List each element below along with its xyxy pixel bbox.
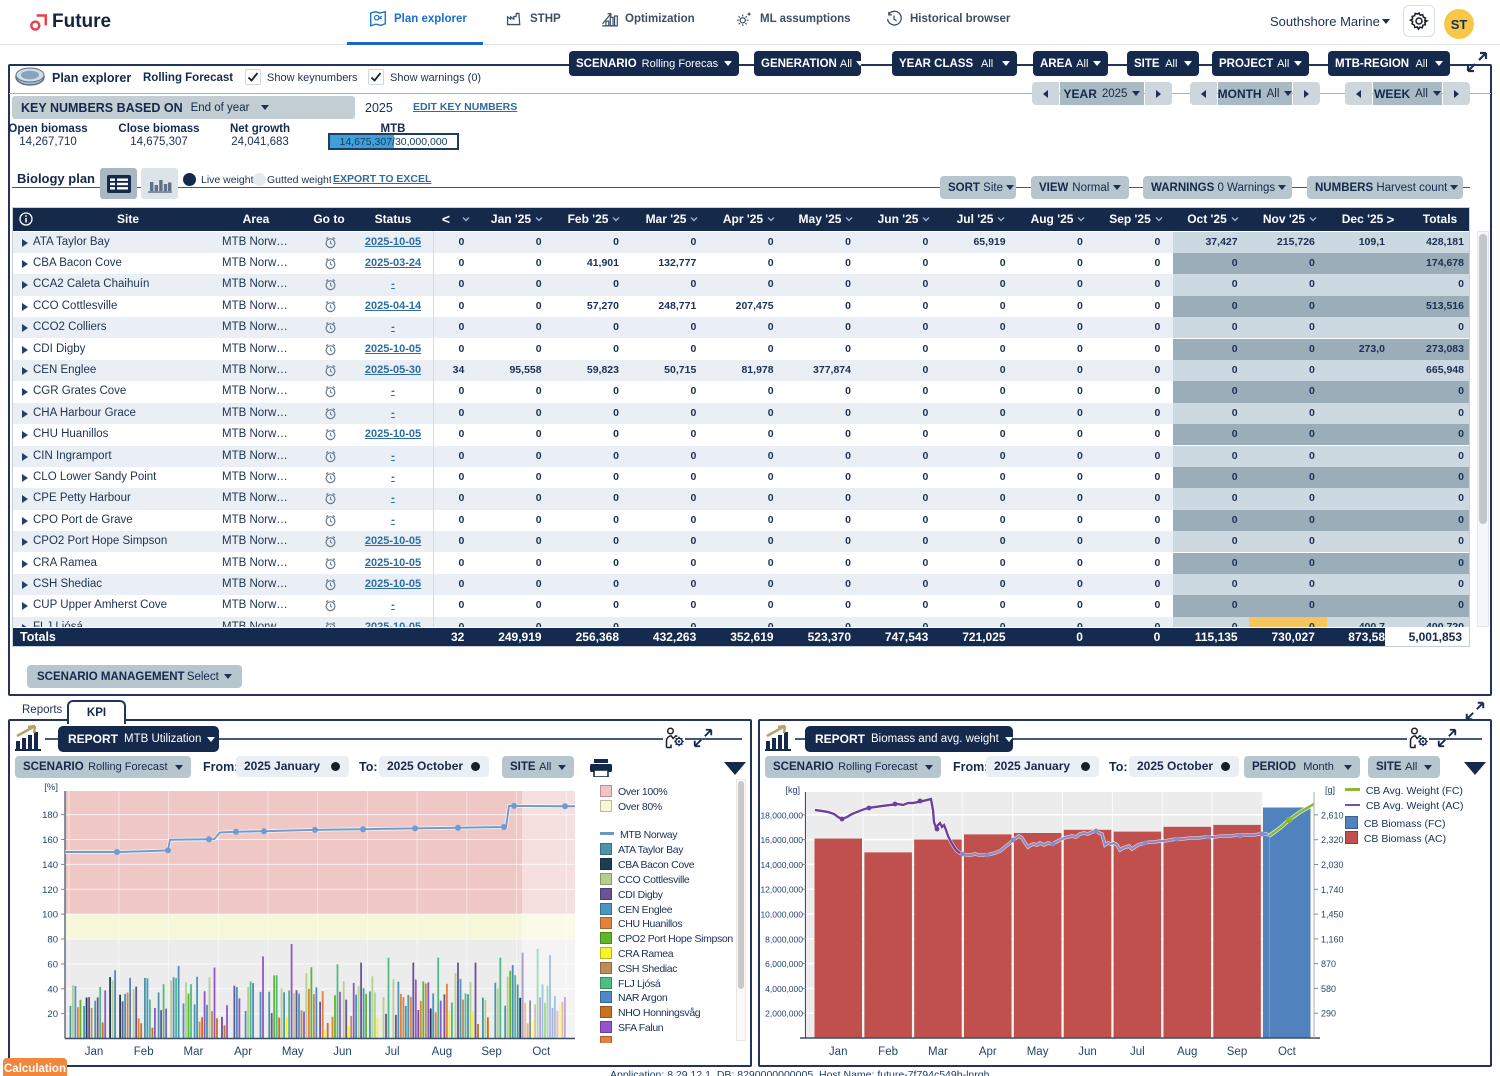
svg-text:Jan: Jan [829,1046,848,1058]
svg-text:[g]: [g] [1325,785,1335,795]
svg-text:Jun: Jun [333,1046,352,1058]
svg-text:Oct: Oct [1278,1046,1297,1058]
svg-text:580: 580 [1321,984,1336,994]
svg-text:4,000,000: 4,000,000 [765,984,803,994]
svg-text:8,000,000: 8,000,000 [765,934,803,944]
svg-text:14,000,000: 14,000,000 [760,860,803,870]
svg-text:100: 100 [42,910,58,921]
svg-text:Apr: Apr [979,1046,997,1058]
svg-text:Sep: Sep [481,1046,501,1058]
svg-text:Feb: Feb [134,1046,154,1058]
svg-text:290: 290 [1321,1009,1336,1019]
svg-text:Oct: Oct [532,1046,551,1058]
svg-text:Jan: Jan [85,1046,104,1058]
svg-text:Mar: Mar [183,1046,203,1058]
svg-text:Jul: Jul [1130,1046,1145,1058]
svg-text:12,000,000: 12,000,000 [760,885,803,895]
svg-text:Feb: Feb [878,1046,898,1058]
svg-text:[%]: [%] [44,782,58,793]
svg-text:Aug: Aug [1177,1046,1197,1058]
svg-text:Sep: Sep [1227,1046,1247,1058]
svg-text:80: 80 [47,935,58,946]
svg-text:60: 60 [47,959,58,970]
svg-text:Mar: Mar [928,1046,948,1058]
svg-text:Apr: Apr [234,1046,252,1058]
svg-text:20: 20 [47,1009,58,1020]
svg-text:120: 120 [42,885,58,896]
svg-text:18,000,000: 18,000,000 [760,810,803,820]
svg-text:May: May [1027,1046,1049,1058]
svg-text:160: 160 [42,835,58,846]
svg-text:2,320: 2,320 [1321,835,1344,845]
svg-text:140: 140 [42,860,58,871]
svg-text:Jun: Jun [1078,1046,1097,1058]
svg-text:[kg]: [kg] [785,785,800,795]
svg-text:May: May [282,1046,304,1058]
svg-text:40: 40 [47,984,58,995]
svg-text:10,000,000: 10,000,000 [760,910,803,920]
svg-text:2,610: 2,610 [1321,810,1344,820]
svg-text:180: 180 [42,810,58,821]
svg-text:1,740: 1,740 [1321,885,1344,895]
svg-text:2,030: 2,030 [1321,860,1344,870]
svg-text:1,450: 1,450 [1321,910,1344,920]
svg-text:2,000,000: 2,000,000 [765,1009,803,1019]
svg-text:Jul: Jul [385,1046,400,1058]
svg-text:6,000,000: 6,000,000 [765,959,803,969]
svg-text:Aug: Aug [432,1046,452,1058]
svg-text:16,000,000: 16,000,000 [760,835,803,845]
svg-text:870: 870 [1321,959,1336,969]
svg-text:1,160: 1,160 [1321,934,1344,944]
